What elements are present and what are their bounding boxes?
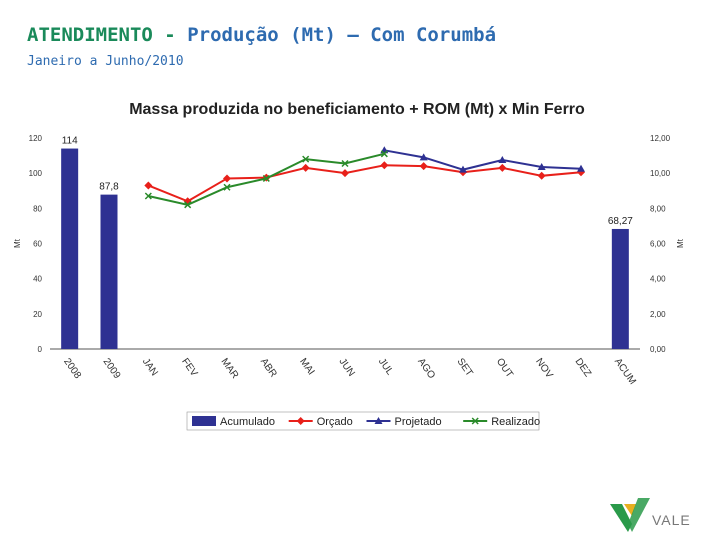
production-chart: Massa produzida no beneficiamento + ROM …	[13, 101, 685, 431]
x-tick-label: ABR	[258, 356, 279, 379]
right-tick-label: 2,00	[650, 310, 666, 319]
point-realizado	[144, 192, 152, 200]
bar-data-label: 114	[62, 136, 78, 147]
point-projetado	[419, 153, 428, 161]
point-projetado	[537, 163, 546, 171]
bar-acum	[611, 228, 629, 349]
bar-2009	[100, 194, 118, 349]
point-orçado	[144, 181, 153, 190]
x-tick-label: 2009	[101, 356, 123, 381]
left-tick-label: 100	[29, 169, 43, 178]
legend-label-projetado: Projetado	[395, 416, 442, 428]
point-orçado	[380, 161, 389, 170]
point-orçado	[419, 162, 428, 171]
x-tick-label: DEZ	[573, 356, 593, 379]
legend-marker-projetado	[374, 417, 383, 424]
legend-marker-orçado	[296, 417, 305, 425]
point-orçado	[537, 171, 546, 180]
x-tick-label: JUL	[376, 356, 395, 377]
left-tick-label: 20	[33, 310, 42, 319]
x-tick-label: ACUM	[612, 356, 638, 386]
left-tick-label: 0	[38, 345, 43, 354]
left-axis-label: Mt	[13, 238, 22, 248]
title-main: ATENDIMENTO	[27, 24, 153, 46]
chart-title: Massa produzida no beneficiamento + ROM …	[129, 101, 585, 118]
point-orçado	[301, 163, 310, 172]
series-line-orçado	[147, 164, 582, 203]
point-orçado	[223, 174, 231, 183]
x-tick-label: OUT	[494, 356, 515, 380]
legend-label-acumulado: Acumulado	[220, 416, 275, 428]
point-realizado	[223, 183, 231, 191]
right-tick-label: 0,00	[650, 345, 666, 354]
legend-marker-realizado	[471, 417, 479, 425]
left-tick-label: 40	[33, 275, 42, 284]
point-projetado	[498, 155, 507, 163]
point-orçado	[498, 163, 507, 172]
point-realizado	[262, 174, 270, 182]
x-tick-label: JUN	[337, 356, 357, 378]
point-realizado	[380, 150, 388, 158]
page-subtitle: Janeiro a Junho/2010	[27, 54, 184, 69]
title-subtext: Produção (Mt) – Com Corumbá	[187, 24, 497, 46]
left-tick-label: 60	[33, 240, 42, 249]
point-realizado	[184, 201, 192, 209]
point-orçado	[341, 169, 349, 178]
series-line-projetado	[384, 149, 582, 171]
right-tick-label: 12,00	[650, 134, 671, 143]
right-tick-label: 6,00	[650, 240, 666, 249]
vale-logo-icon	[610, 498, 650, 532]
right-tick-label: 8,00	[650, 204, 666, 213]
vale-logo-text: VALE	[652, 512, 691, 528]
right-axis-label: Mt	[676, 238, 685, 248]
legend-box	[186, 411, 540, 431]
bar-data-label: 68,27	[608, 216, 633, 227]
bar-data-label: 87,8	[99, 182, 119, 193]
point-projetado	[459, 165, 467, 173]
title-separator: -	[164, 24, 176, 46]
left-tick-label: 80	[33, 204, 42, 213]
x-tick-label: JAN	[140, 356, 160, 378]
point-realizado	[341, 159, 349, 168]
left-tick-label: 120	[29, 134, 43, 143]
legend-label-orçado: Orçado	[317, 416, 353, 428]
x-tick-label: AGO	[415, 356, 437, 381]
x-tick-label: MAR	[219, 356, 241, 381]
legend-label-realizado: Realizado	[491, 416, 540, 428]
x-tick-label: MAI	[297, 356, 316, 377]
point-projetado	[577, 164, 585, 172]
right-tick-label: 4,00	[650, 275, 666, 284]
x-tick-label: NOV	[533, 356, 555, 380]
right-tick-label: 10,00	[650, 169, 671, 178]
x-tick-label: FEV	[179, 356, 199, 379]
x-tick-label: 2008	[61, 356, 83, 381]
legend-swatch-acumulado	[192, 416, 216, 426]
point-realizado	[302, 155, 310, 163]
bar-2008	[61, 148, 79, 349]
x-tick-label: SET	[455, 356, 475, 378]
page-title: ATENDIMENTO - Produção (Mt) – Com Corumb…	[27, 24, 496, 46]
